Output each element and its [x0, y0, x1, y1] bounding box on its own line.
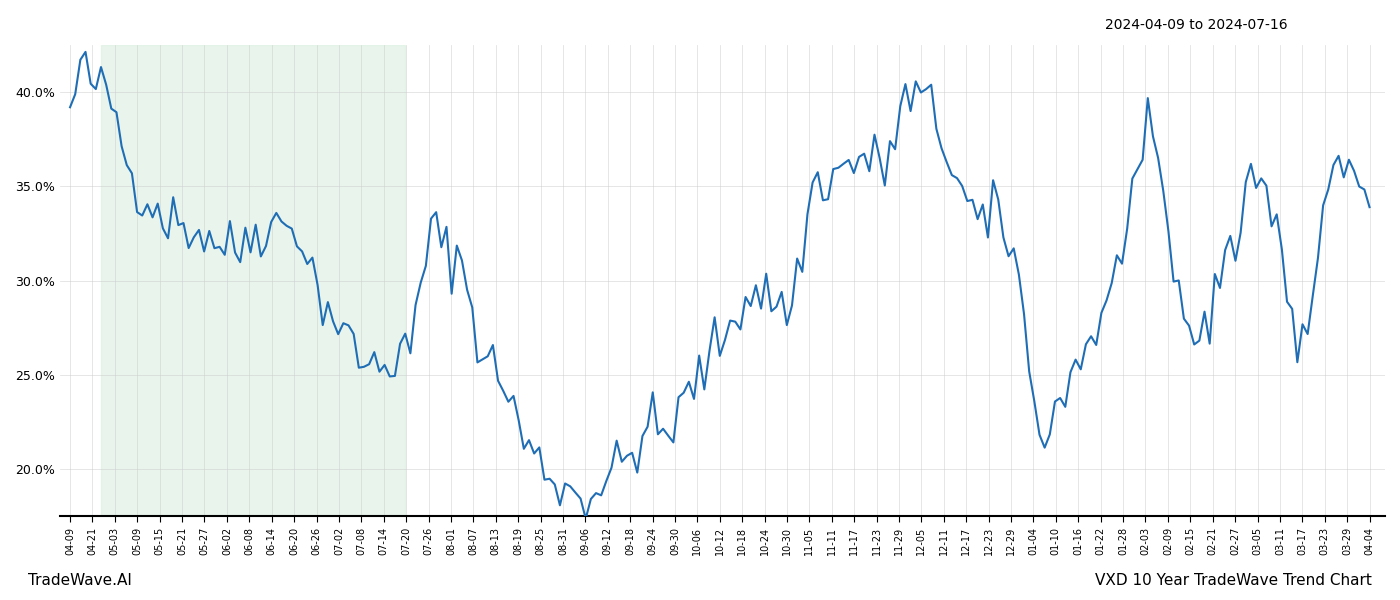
Text: 2024-04-09 to 2024-07-16: 2024-04-09 to 2024-07-16	[1106, 18, 1288, 32]
Text: TradeWave.AI: TradeWave.AI	[28, 573, 132, 588]
Text: VXD 10 Year TradeWave Trend Chart: VXD 10 Year TradeWave Trend Chart	[1095, 573, 1372, 588]
Bar	[101, 45, 405, 516]
